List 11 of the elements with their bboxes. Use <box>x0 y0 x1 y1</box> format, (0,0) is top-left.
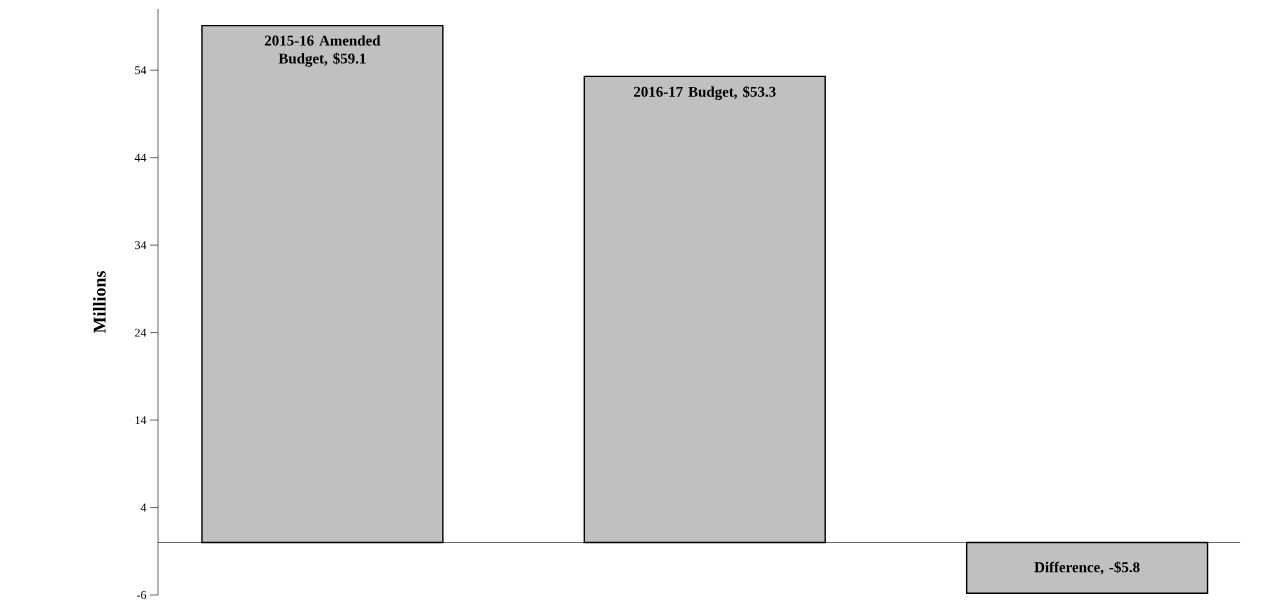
data-label: 2015-16 Amended Budget, $59.1 <box>264 35 381 67</box>
y-axis-title: Millions <box>93 271 106 334</box>
y-tick-label: 4 <box>140 503 147 512</box>
y-tick-label: 34 <box>135 241 147 250</box>
y-tick-label: 24 <box>135 328 147 337</box>
data-label: Difference, -$5.8 <box>1034 561 1140 575</box>
y-tick-label: -6 <box>136 590 147 600</box>
y-tick-label: 44 <box>134 153 147 162</box>
y-tick-label: 14 <box>135 416 147 425</box>
data-label: 2016-17 Budget, $53.3 <box>633 85 776 100</box>
y-tick-label: 54 <box>135 66 147 75</box>
